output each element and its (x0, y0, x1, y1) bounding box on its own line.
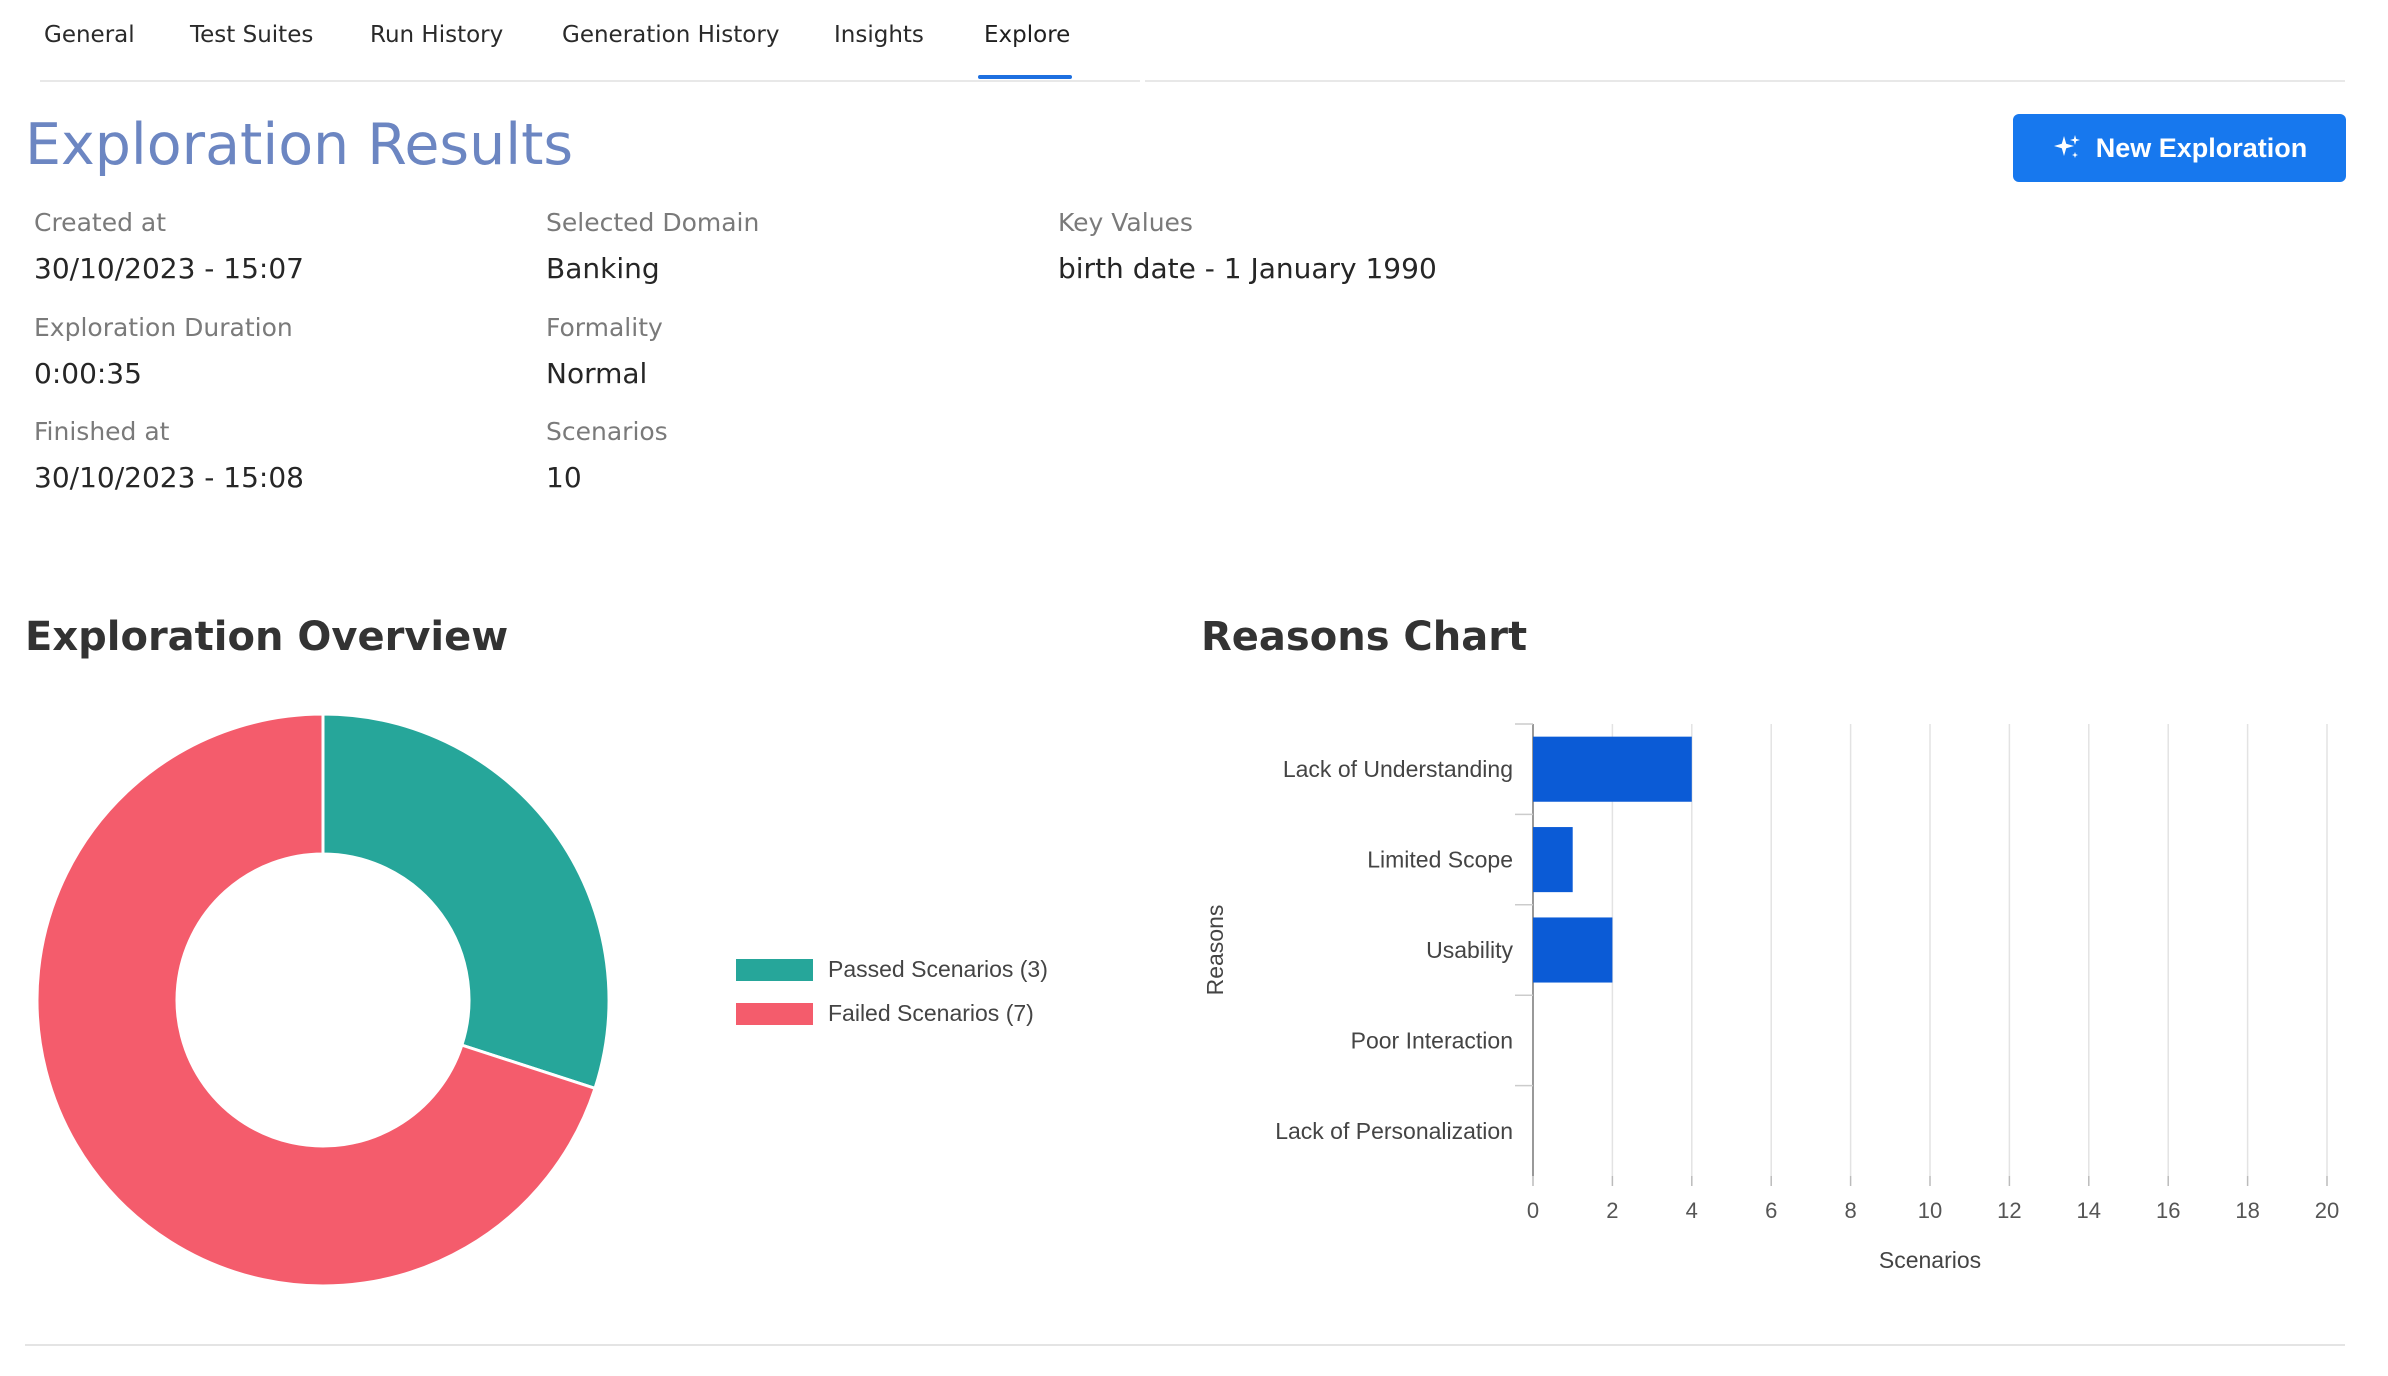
tab-generation-history[interactable]: Generation History (562, 22, 780, 48)
x-tick-label: 20 (2315, 1198, 2339, 1223)
overview-donut-chart (35, 712, 611, 1288)
reasons-title: Reasons Chart (1201, 614, 1528, 660)
new-exploration-label: New Exploration (2095, 132, 2308, 163)
reasons-bar-chart: 0 2 4 6 8 10 12 14 16 18 20 Lack of Understanding Li… (1202, 723, 2339, 1273)
key-values-label: Key Values (1058, 208, 1193, 237)
scenarios-value: 10 (546, 461, 582, 494)
active-tab-indicator (978, 75, 1072, 79)
sparkle-icon (2053, 135, 2080, 158)
x-tick-label: 10 (1918, 1198, 1942, 1223)
legend-item-passed[interactable]: Passed Scenarios (3) (736, 956, 1048, 983)
tab-explore[interactable]: Explore (984, 22, 1071, 48)
formality-label: Formality (546, 313, 663, 342)
x-tick-label: 0 (1527, 1198, 1539, 1223)
duration-value: 0:00:35 (34, 357, 142, 390)
x-axis-label: Scenarios (1879, 1247, 1981, 1273)
legend-label-failed: Failed Scenarios (7) (828, 1000, 1034, 1026)
donut-slice-passed[interactable] (321, 712, 611, 1091)
formality-value: Normal (546, 357, 648, 390)
tab-run-history[interactable]: Run History (370, 22, 504, 48)
tab-general[interactable]: General (44, 22, 135, 48)
x-tick-label: 14 (2077, 1198, 2101, 1223)
x-tick-label: 4 (1686, 1198, 1698, 1223)
created-at-value: 30/10/2023 - 15:07 (34, 252, 304, 285)
page-title: Exploration Results (25, 112, 574, 178)
finished-at-value: 30/10/2023 - 15:08 (34, 461, 304, 494)
scenarios-label: Scenarios (546, 417, 668, 446)
key-values-value: birth date - 1 January 1990 (1058, 252, 1437, 285)
domain-value: Banking (546, 252, 660, 285)
duration-label: Exploration Duration (34, 313, 293, 342)
legend-swatch-passed (736, 958, 813, 981)
finished-at-label: Finished at (34, 417, 170, 446)
overview-title: Exploration Overview (25, 614, 509, 660)
bar[interactable] (1533, 917, 1613, 983)
x-tick-label: 18 (2235, 1198, 2259, 1223)
x-tick-label: 16 (2156, 1198, 2180, 1223)
new-exploration-button[interactable]: New Exploration (2013, 114, 2346, 182)
legend-swatch-failed (736, 1002, 813, 1025)
y-category-label: Usability (1426, 937, 1513, 963)
y-axis-label: Reasons (1202, 905, 1228, 996)
bottom-divider (25, 1344, 2345, 1346)
created-at-label: Created at (34, 208, 167, 237)
tab-bar: General Test Suites Run History Generati… (0, 0, 2388, 82)
domain-label: Selected Domain (546, 208, 760, 237)
x-tick-label: 8 (1844, 1198, 1856, 1223)
tab-test-suites[interactable]: Test Suites (190, 22, 314, 48)
tab-divider-right (1145, 80, 2345, 82)
x-tick-label: 12 (1997, 1198, 2021, 1223)
legend-item-failed[interactable]: Failed Scenarios (7) (736, 1000, 1034, 1027)
y-category-label: Limited Scope (1367, 847, 1513, 873)
bar[interactable] (1533, 827, 1573, 893)
legend-label-passed: Passed Scenarios (3) (828, 956, 1048, 982)
donut-slice-failed[interactable] (35, 712, 597, 1288)
y-category-label: Poor Interaction (1351, 1027, 1513, 1053)
x-tick-label: 6 (1765, 1198, 1777, 1223)
x-tick-label: 2 (1606, 1198, 1618, 1223)
bar[interactable] (1533, 736, 1692, 802)
tab-insights[interactable]: Insights (834, 22, 924, 48)
y-category-label: Lack of Personalization (1275, 1118, 1513, 1144)
y-category-label: Lack of Understanding (1283, 756, 1513, 782)
tab-divider (40, 80, 1140, 82)
